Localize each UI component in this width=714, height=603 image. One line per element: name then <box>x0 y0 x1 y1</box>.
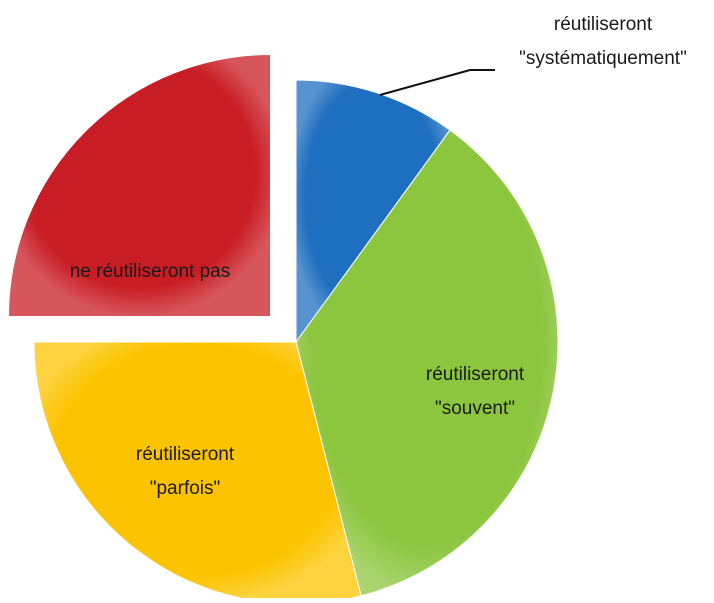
slice-shine <box>296 80 450 342</box>
slice-label: ne réutiliseront pas <box>69 261 231 282</box>
slice-label: réutiliseront "systématiquement" <box>519 14 687 69</box>
leader-line <box>379 69 495 96</box>
slice-label: réutiliseront "souvent" <box>425 364 525 419</box>
slice-shine <box>296 130 558 596</box>
slice-shine <box>34 342 362 603</box>
slice-label: réutiliseront "parfois" <box>135 444 235 499</box>
slice-shine <box>8 54 271 317</box>
